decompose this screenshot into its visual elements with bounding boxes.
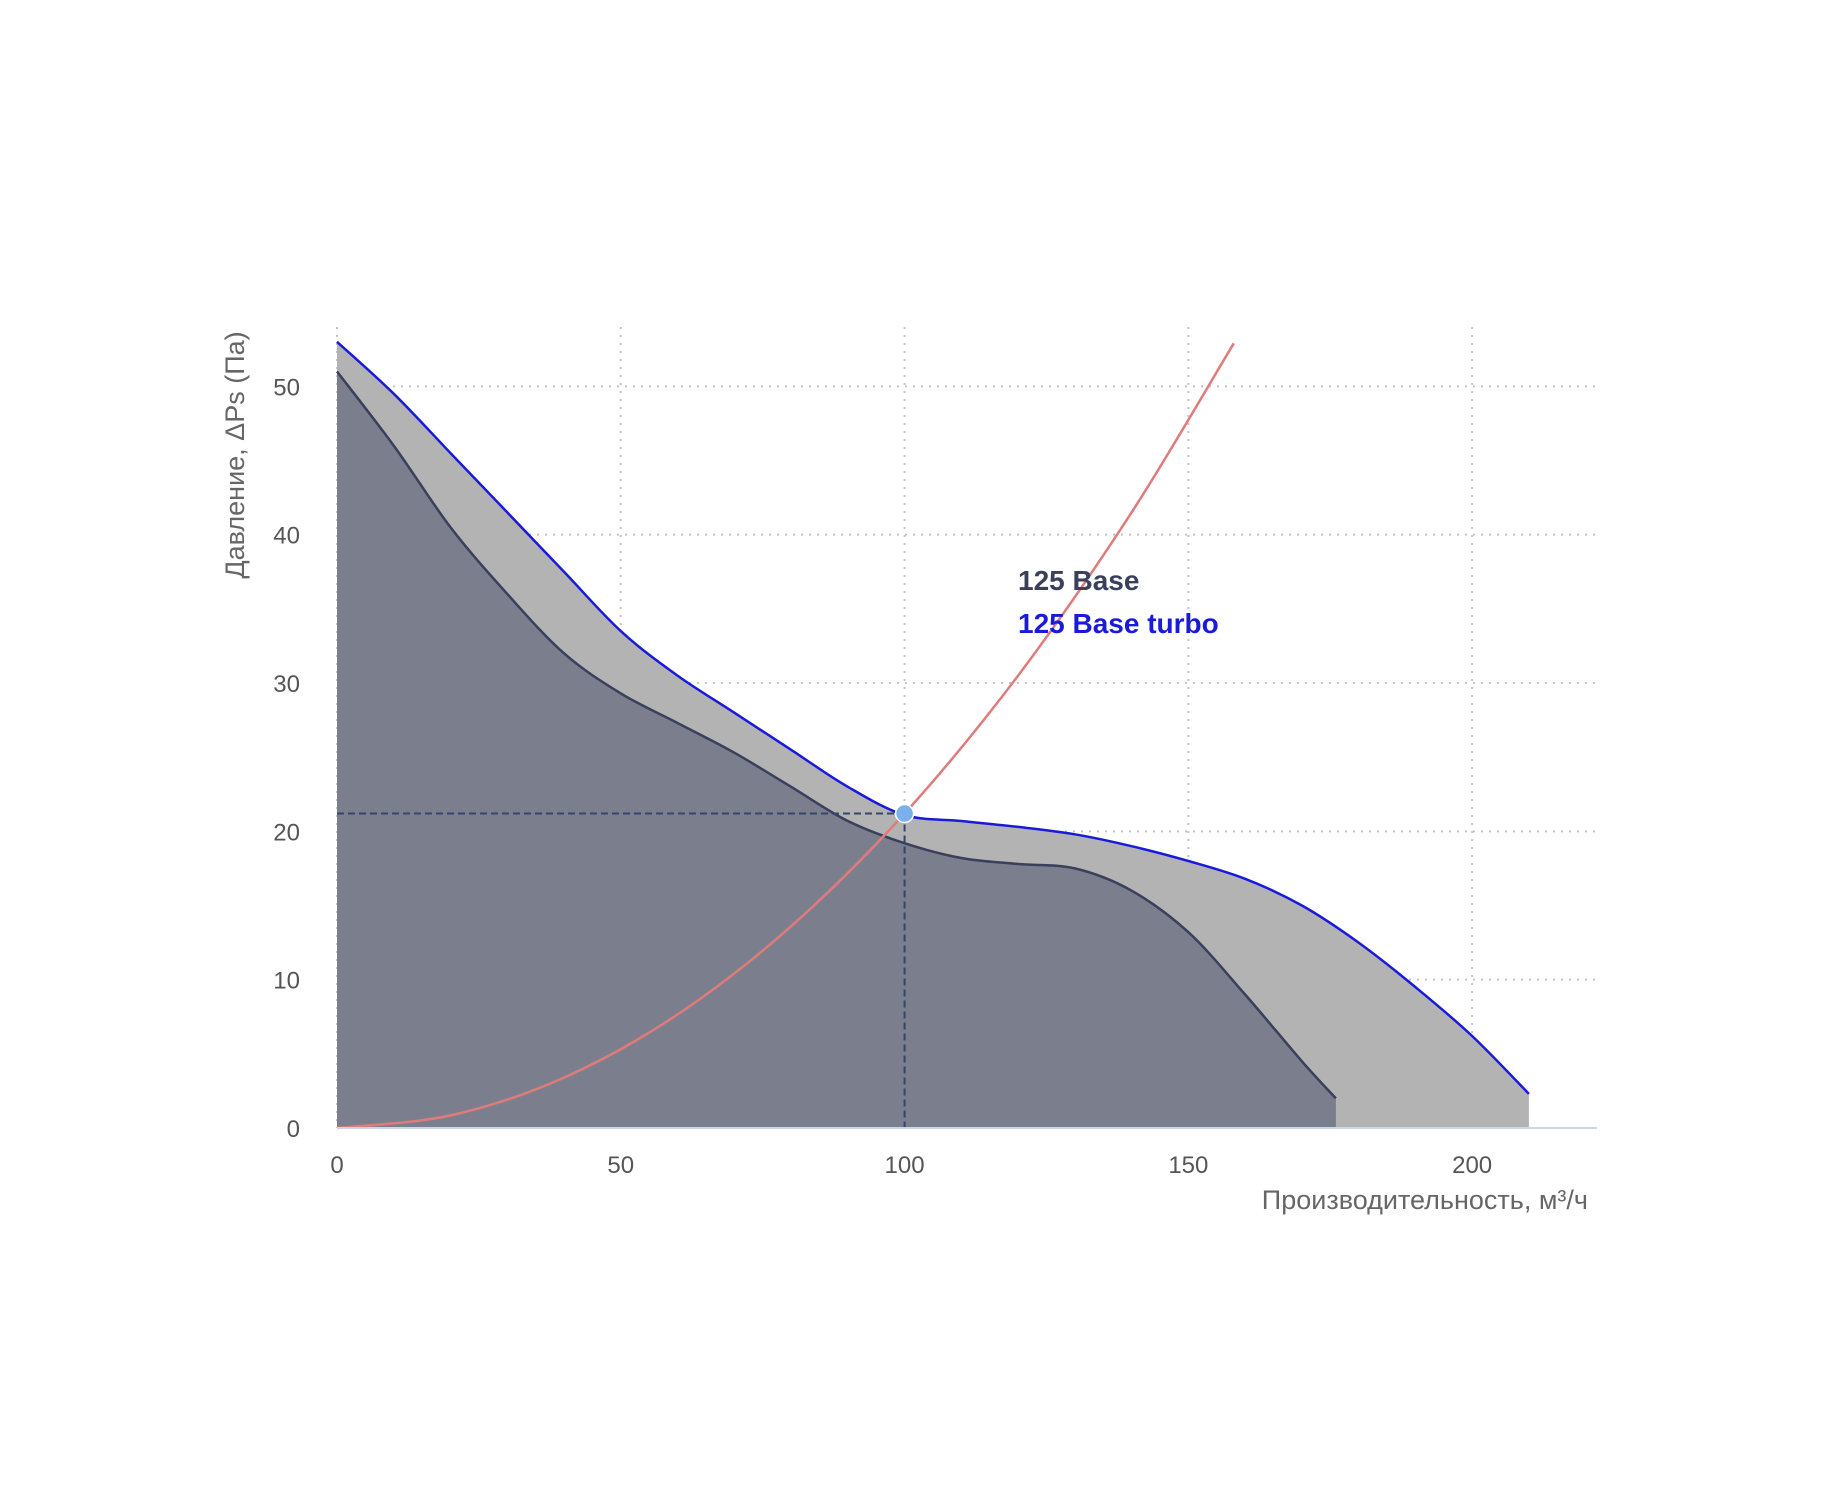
x-axis-title: Производительность, м³/ч xyxy=(1262,1185,1588,1215)
x-tick-labels: 0 50 100 150 200 xyxy=(330,1152,1492,1179)
y-tick-labels: 0 10 20 30 40 50 xyxy=(273,374,300,1143)
series-line-125-base xyxy=(336,370,1337,1100)
x-tick-label: 100 xyxy=(885,1152,925,1179)
operating-point-group xyxy=(337,803,915,1128)
y-tick-label: 50 xyxy=(273,374,300,401)
y-axis-title: Давление, ΔPs (Па) xyxy=(220,331,250,578)
y-tick-label: 40 xyxy=(273,523,300,550)
system-curve-line xyxy=(336,342,1235,1130)
x-tick-label: 200 xyxy=(1452,1152,1492,1179)
operating-point-marker xyxy=(894,803,915,824)
x-tick-label: 150 xyxy=(1168,1152,1208,1179)
y-tick-label: 0 xyxy=(287,1116,300,1143)
y-tick-label: 10 xyxy=(273,968,300,995)
y-tick-label: 30 xyxy=(273,671,300,698)
series-fills xyxy=(337,341,1529,1128)
series-fill-125-base xyxy=(337,371,1336,1128)
legend-entry-125-base-turbo: 125 Base turbo xyxy=(1018,608,1219,639)
legend-entry-125-base: 125 Base xyxy=(1018,565,1139,596)
x-tick-label: 50 xyxy=(607,1152,634,1179)
y-tick-label: 20 xyxy=(273,819,300,846)
x-tick-label: 0 xyxy=(330,1152,343,1179)
